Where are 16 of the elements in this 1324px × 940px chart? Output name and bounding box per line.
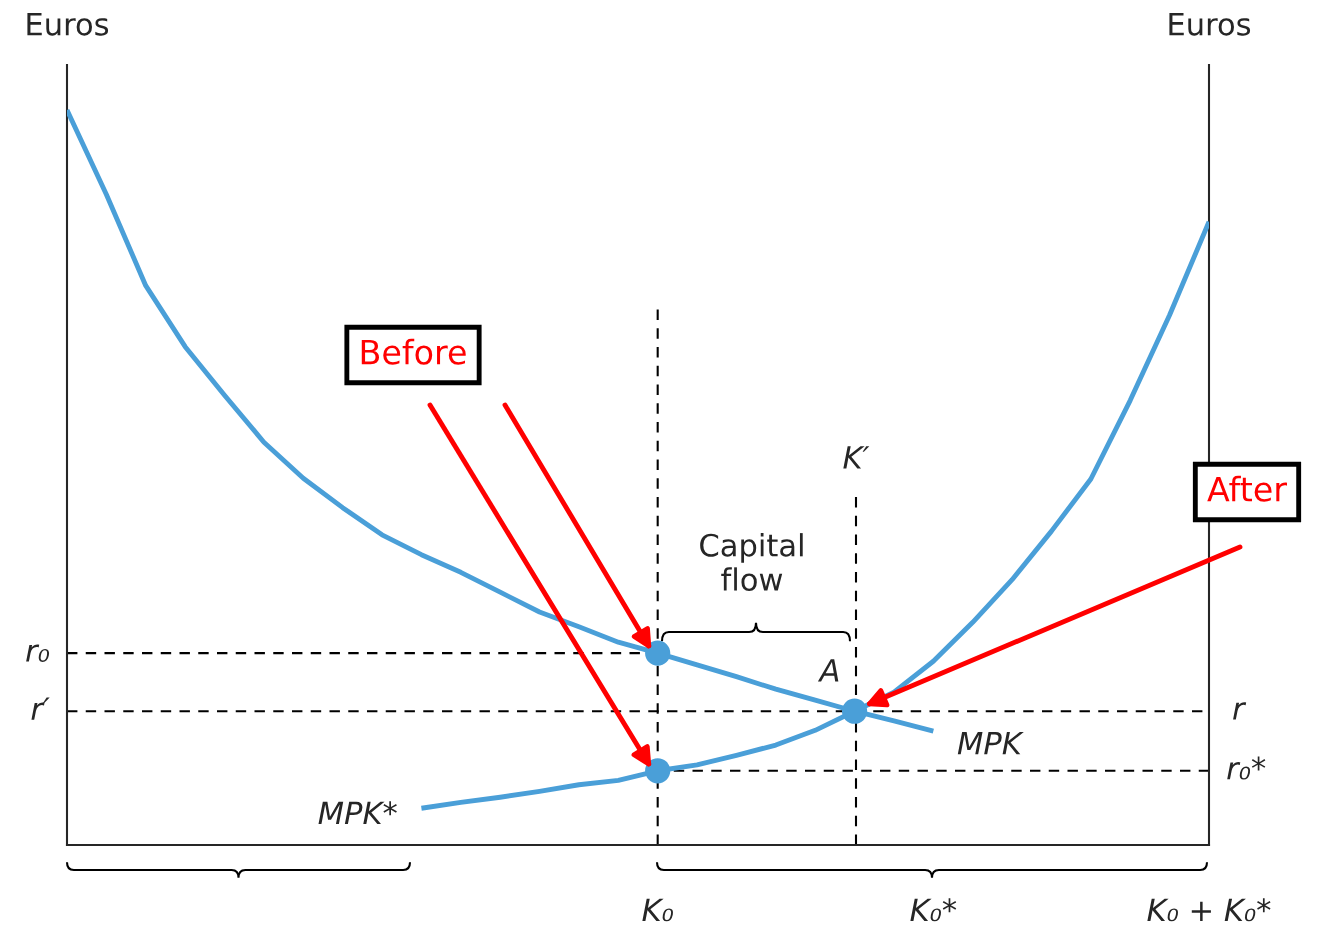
- series-label: MPK: [957, 731, 1024, 755]
- x-tick-label: K₀*: [910, 898, 957, 922]
- text: r: [1233, 702, 1247, 720]
- y2-axis-title: Euros: [1169, 12, 1251, 36]
- annotation: Capital flow: [700, 533, 803, 591]
- y-axis-title: Euros: [27, 12, 109, 36]
- ref-line-label: r₀: [26, 644, 50, 662]
- annotation: K′: [843, 446, 870, 469]
- x-tick-label: K₀: [642, 898, 674, 922]
- annotation: Before: [361, 338, 466, 365]
- annotation: After: [1207, 475, 1288, 502]
- x-tick-label: K₀ + K₀*: [1147, 898, 1271, 922]
- ref-line-label: r′: [31, 697, 50, 720]
- annotation: A: [817, 659, 839, 682]
- ref-line-label: r₀*: [1227, 756, 1266, 780]
- series-label: MPK*: [318, 801, 397, 825]
